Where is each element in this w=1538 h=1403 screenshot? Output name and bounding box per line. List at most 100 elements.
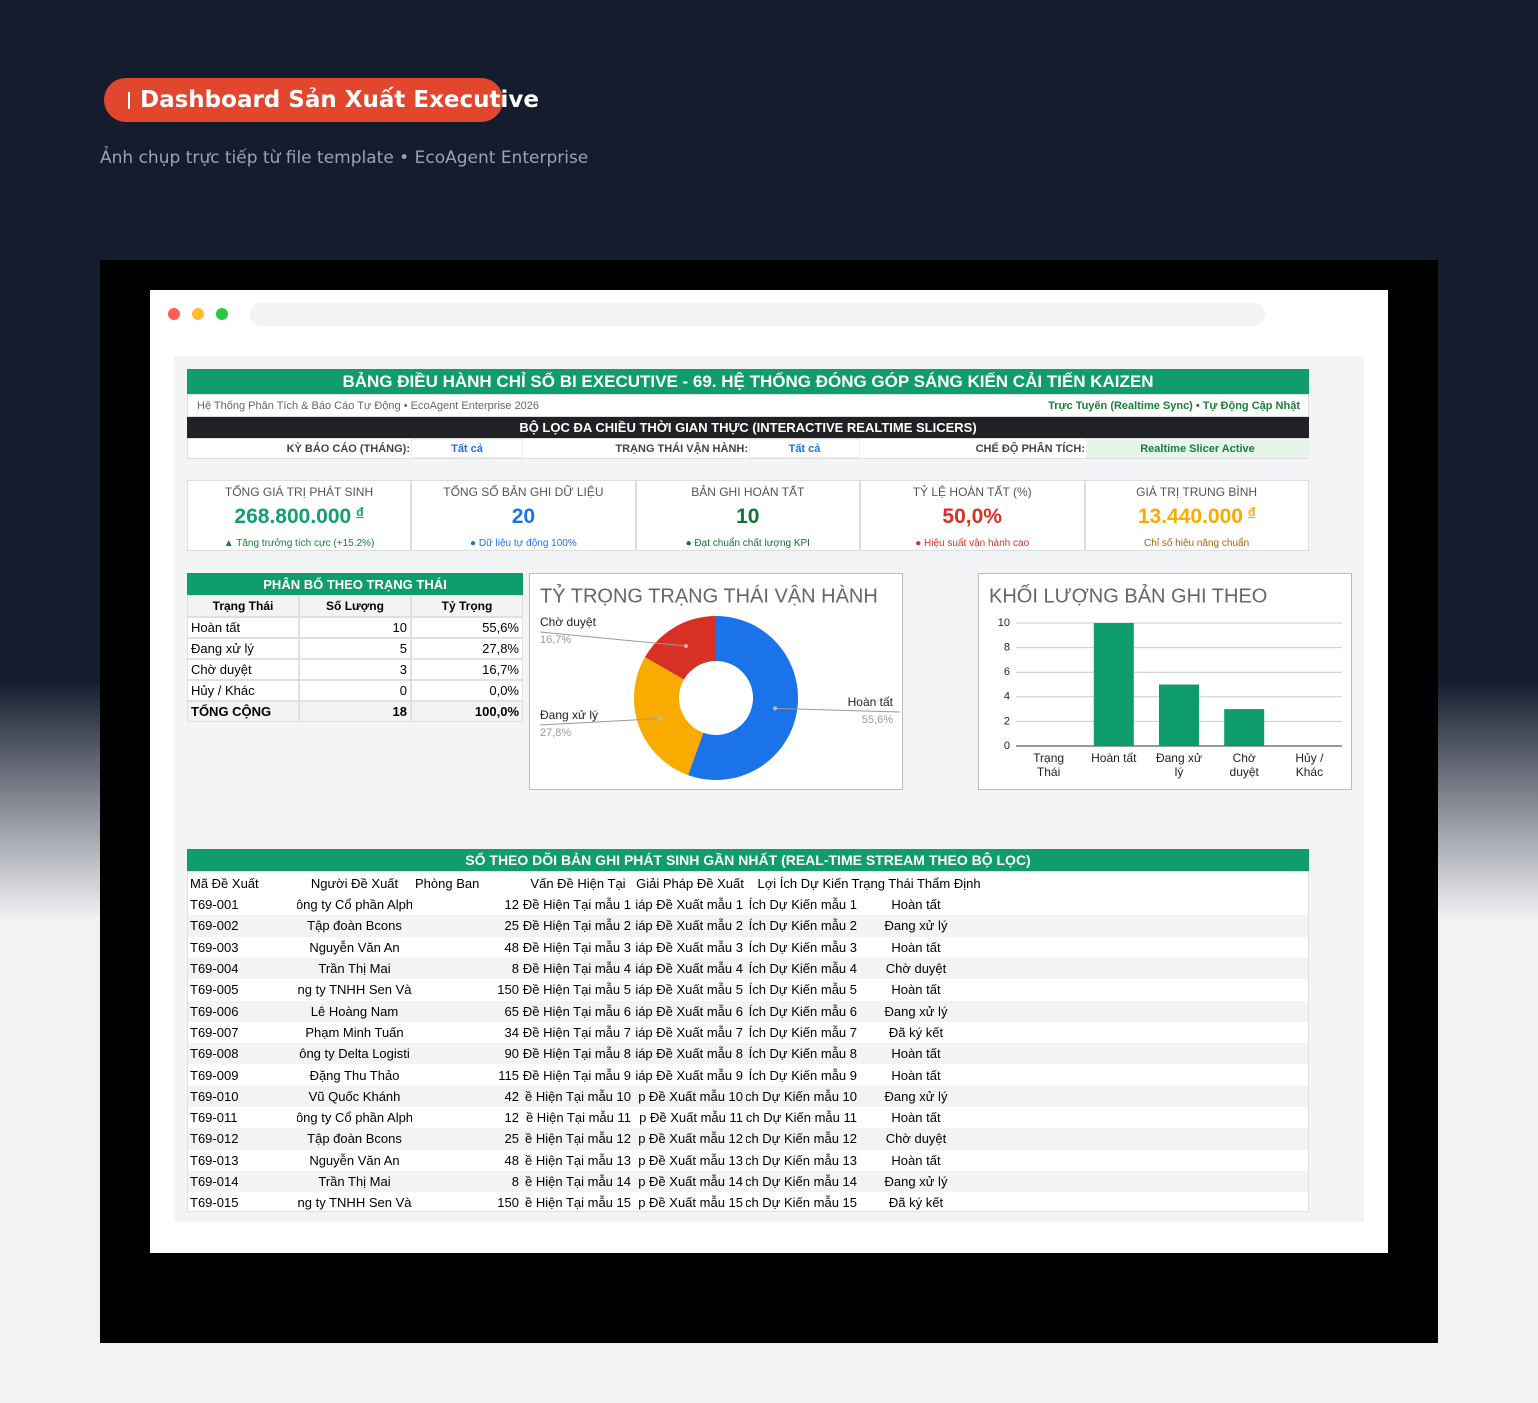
records-cell: Đề Hiện Tại mẫu 6 [522,1003,631,1019]
kpi-note: ● Dữ liệu tự động 100% [470,537,577,549]
chart-title: KHỐI LƯỢNG BẢN GHI THEO [989,583,1267,607]
records-cell: p Đề Xuất mẫu 13 [638,1152,743,1168]
records-cell: Hoàn tất [891,939,941,955]
row-band [188,1128,1308,1150]
records-cell: T69-010 [190,1088,239,1104]
row-band [188,1000,1308,1022]
kpi-card [187,480,412,551]
records-cell: Đã ký kết [888,1195,944,1211]
filter-label: TRẠNG THÁI VẬN HÀNH: [615,442,748,455]
records-cell: Trần Thị Mai [318,1174,391,1190]
records-cell: Hoàn tất [891,1152,941,1168]
status-cell: Trạng Thái [187,595,299,617]
bar [1159,684,1199,746]
filter-label: KỲ BÁO CÁO (THÁNG): [286,442,410,455]
records-cell: Đề Hiện Tại mẫu 4 [522,961,631,977]
records-cell: Đề Hiện Tại mẫu 3 [522,939,631,955]
records-header: Giải Pháp Đề Xuất [636,875,744,891]
records-cell: 12 [504,897,519,913]
kpi-number: 268.800.000 [234,505,352,528]
kpi-card [860,480,1085,551]
dot-green [216,308,228,320]
records-cell: T69-009 [190,1067,239,1083]
records-cell: Hoàn tất [891,1046,941,1062]
records-cell: Ích Dự Kiến mẫu 2 [748,918,857,934]
leader-dot [683,644,688,649]
x-tick-label: Trạng Thái [1033,751,1064,779]
records-cell: Phạm Minh Tuấn [305,1024,404,1040]
records-cell: 48 [504,1152,519,1168]
records-cell: Hoàn tất [891,1110,941,1126]
records-cell: T69-004 [190,961,239,977]
records-cell: iáp Đề Xuất mẫu 2 [635,918,743,934]
subheader-right: Trực Tuyến (Realtime Sync) • Tự Động Cập… [1048,399,1300,412]
records-cell: ch Dự Kiến mẫu 14 [746,1174,857,1190]
y-tick-label: 0 [1004,740,1010,752]
records-header: Vấn Đề Hiện Tại [530,875,626,891]
records-cell: ch Dự Kiến mẫu 13 [746,1152,857,1168]
filter-title: BỘ LỌC ĐA CHIỀU THỜI GIAN THỰC (INTERACT… [187,417,1309,438]
records-cell: T69-008 [190,1046,239,1062]
status-cell: 16,7% [411,659,523,680]
sheet-title: BẢNG ĐIỀU HÀNH CHỈ SỐ BI EXECUTIVE - 69.… [187,369,1309,394]
records-cell: T69-014 [190,1174,239,1190]
row-band [188,957,1308,980]
records-cell: ề Hiện Tại mẫu 10 [525,1088,631,1104]
y-tick-label: 8 [1004,642,1010,654]
records-cell: ông ty Cổ phần Alph [297,1110,412,1126]
slice-value: 16,7% [540,634,571,646]
kpi-card [1084,480,1309,551]
records-header: Trạng Thái Thẩm Định [851,875,981,891]
records-cell: Nguyễn Văn An [309,1152,400,1168]
status-cell: Đang xử lý [187,638,299,659]
records-cell: Ích Dự Kiến mẫu 7 [748,1024,857,1040]
records-cell: Hoàn tất [891,897,941,913]
filter-value: Tất cả [411,439,523,458]
records-cell: ề Hiện Tại mẫu 13 [525,1152,631,1168]
dot-yellow [192,308,204,320]
kpi-number: 10 [736,505,760,528]
kpi-unit: đ [1247,505,1256,519]
kpi-value: 20 [411,503,635,531]
kpi-number: 13.440.000 [1137,505,1243,528]
leader-line [539,631,687,647]
kpi-note: ● Hiệu suất vận hành cao [915,537,1030,549]
status-cell: TỔNG CỘNG [187,701,299,722]
kpi-label: TỶ LỆ HOÀN TẤT (%) [912,485,1032,499]
row-band [188,1043,1308,1065]
records-cell: 150 [497,982,519,998]
records-cell: Hoàn tất [891,982,941,998]
records-cell: ông ty Delta Logisti [299,1046,410,1062]
records-cell: Ích Dự Kiến mẫu 8 [748,1046,857,1062]
donut-slice [644,616,716,680]
status-cell: Hoàn tất [187,617,299,638]
row-band [188,915,1308,937]
row-band [188,1170,1308,1193]
records-header: Phòng Ban [415,875,480,891]
badge-icon [128,91,130,109]
records-cell: Đặng Thu Thảo [309,1067,400,1083]
records-cell: iáp Đề Xuất mẫu 8 [635,1046,743,1062]
bar [1224,709,1265,746]
records-cell: ch Dự Kiến mẫu 10 [746,1088,857,1104]
kpi-label: TỔNG SỐ BẢN GHI DỮ LIỆU [443,485,604,499]
records-cell: Vũ Quốc Khánh [308,1088,401,1104]
records-cell: ề Hiện Tại mẫu 15 [525,1195,631,1211]
records-cell: Trần Thị Mai [318,961,391,977]
badge: Dashboard Sản Xuất Executive [104,78,539,122]
records-title: SỔ THEO DÕI BẢN GHI PHÁT SINH GẦN NHẤT (… [187,849,1309,871]
x-tick-label: Chờ duyệt [1230,751,1260,779]
records-cell: Chờ duyệt [885,1131,947,1147]
records-cell: iáp Đề Xuất mẫu 5 [635,982,743,998]
records-cell: 25 [504,918,519,934]
records-cell: p Đề Xuất mẫu 15 [638,1195,743,1211]
records-cell: iáp Đề Xuất mẫu 9 [635,1067,743,1083]
records-cell: T69-005 [190,982,239,998]
records-cell: p Đề Xuất mẫu 12 [638,1131,743,1147]
records-cell: Ích Dự Kiến mẫu 5 [748,982,857,998]
records-cell: ng ty TNHH Sen Và [297,982,412,998]
kpi-unit: đ [356,505,364,519]
records-cell: Chờ duyệt [885,961,947,977]
records-cell: Đề Hiện Tại mẫu 8 [522,1046,631,1062]
records-cell: Ích Dự Kiến mẫu 9 [748,1067,857,1083]
